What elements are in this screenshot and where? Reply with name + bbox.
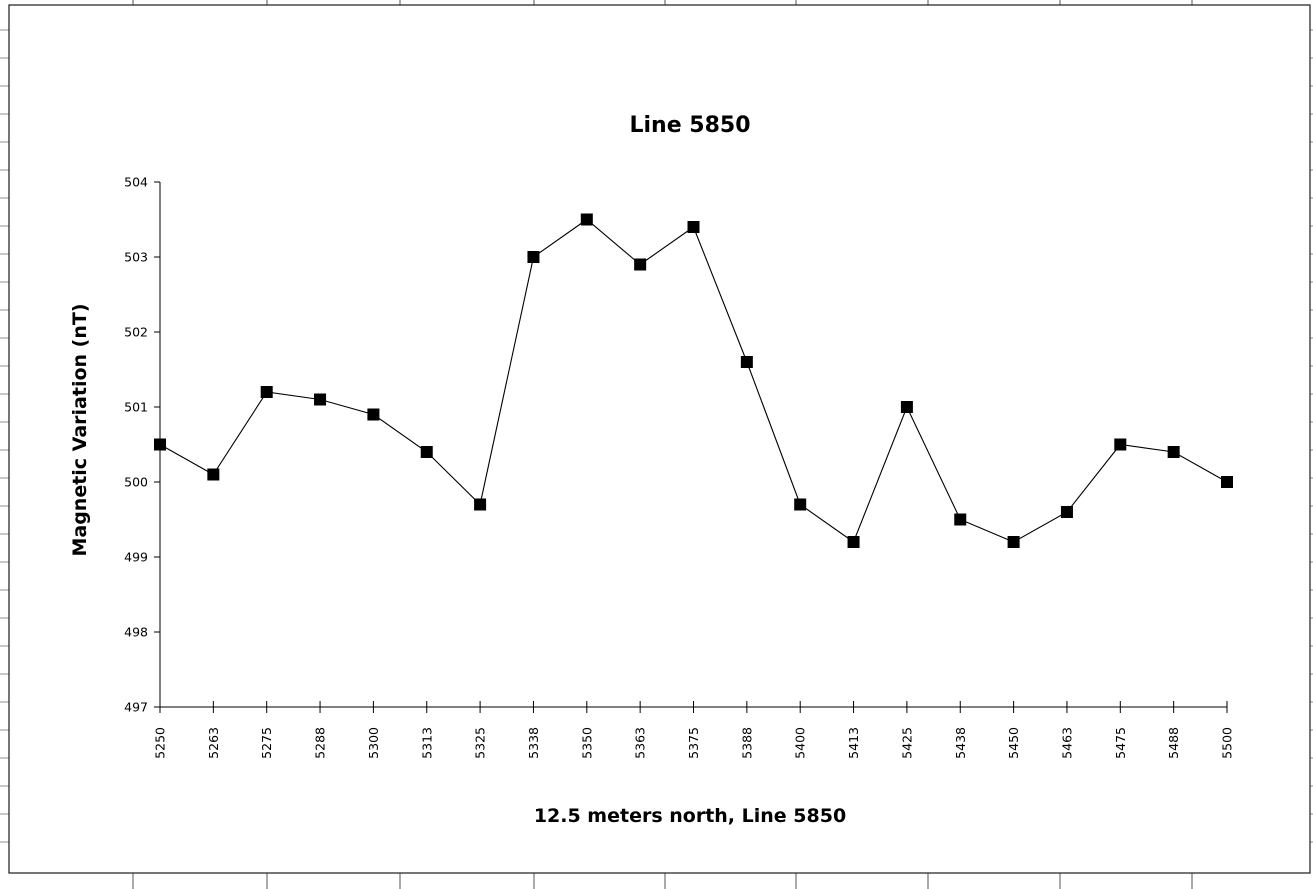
x-tick-label: 5363 — [633, 727, 648, 759]
x-tick-label: 5488 — [1166, 727, 1181, 759]
y-tick-label: 499 — [124, 550, 148, 565]
x-tick-label: 5263 — [206, 727, 221, 759]
data-point — [260, 386, 273, 398]
x-tick-label: 5375 — [686, 727, 701, 759]
chart-title: Line 5850 — [629, 113, 750, 138]
x-tick-label: 5313 — [419, 727, 434, 759]
data-point — [367, 408, 380, 421]
y-tick-label: 502 — [124, 325, 148, 340]
data-point — [1221, 476, 1233, 488]
x-axis: 5250 5263 5275 5288 5300 5313 5325 5338 5350 5363… — [153, 701, 1235, 759]
x-tick-label: 5338 — [526, 727, 541, 759]
x-tick-label: 5300 — [366, 727, 381, 759]
data-point — [1060, 506, 1073, 518]
y-tick-label: 501 — [124, 400, 148, 415]
data-point — [420, 446, 433, 458]
x-tick-label: 5425 — [899, 727, 914, 759]
y-tick-label: 497 — [124, 700, 148, 715]
data-point — [900, 401, 913, 413]
data-point — [847, 536, 860, 548]
x-tick-label: 5450 — [1006, 727, 1021, 759]
y-tick-label: 500 — [124, 475, 148, 490]
x-tick-label: 5388 — [739, 727, 754, 759]
data-point — [474, 498, 487, 511]
x-tick-label: 5400 — [793, 727, 808, 759]
y-tick-label: 498 — [124, 625, 148, 640]
data-point — [1007, 536, 1020, 548]
series — [154, 213, 1233, 548]
x-tick-label: 5413 — [846, 727, 861, 759]
x-tick-label: 5275 — [259, 727, 274, 759]
y-tick-label: 504 — [124, 175, 148, 190]
data-point — [954, 513, 967, 526]
data-point — [1114, 438, 1127, 451]
x-tick-label: 5350 — [579, 727, 594, 759]
data-point — [207, 468, 220, 481]
data-point — [634, 258, 647, 271]
data-point — [527, 251, 540, 263]
data-point — [580, 213, 593, 226]
data-point — [314, 393, 327, 406]
x-tick-label: 5325 — [473, 727, 488, 759]
x-tick-label: 5500 — [1220, 727, 1235, 759]
chart-border — [8, 4, 1311, 874]
x-tick-label: 5463 — [1059, 727, 1074, 759]
x-tick-label: 5250 — [153, 727, 168, 759]
data-point — [794, 498, 807, 511]
data-point — [154, 438, 166, 451]
data-point — [687, 221, 700, 233]
data-point — [740, 356, 753, 368]
x-axis-title: 12.5 meters north, Line 5850 — [534, 805, 846, 827]
y-axis-title: Magnetic Variation (nT) — [69, 303, 91, 556]
y-tick-label: 503 — [124, 250, 148, 265]
x-tick-label: 5475 — [1113, 727, 1128, 759]
x-tick-label: 5438 — [953, 727, 968, 759]
data-point — [1167, 446, 1180, 458]
x-tick-label: 5288 — [313, 727, 328, 759]
